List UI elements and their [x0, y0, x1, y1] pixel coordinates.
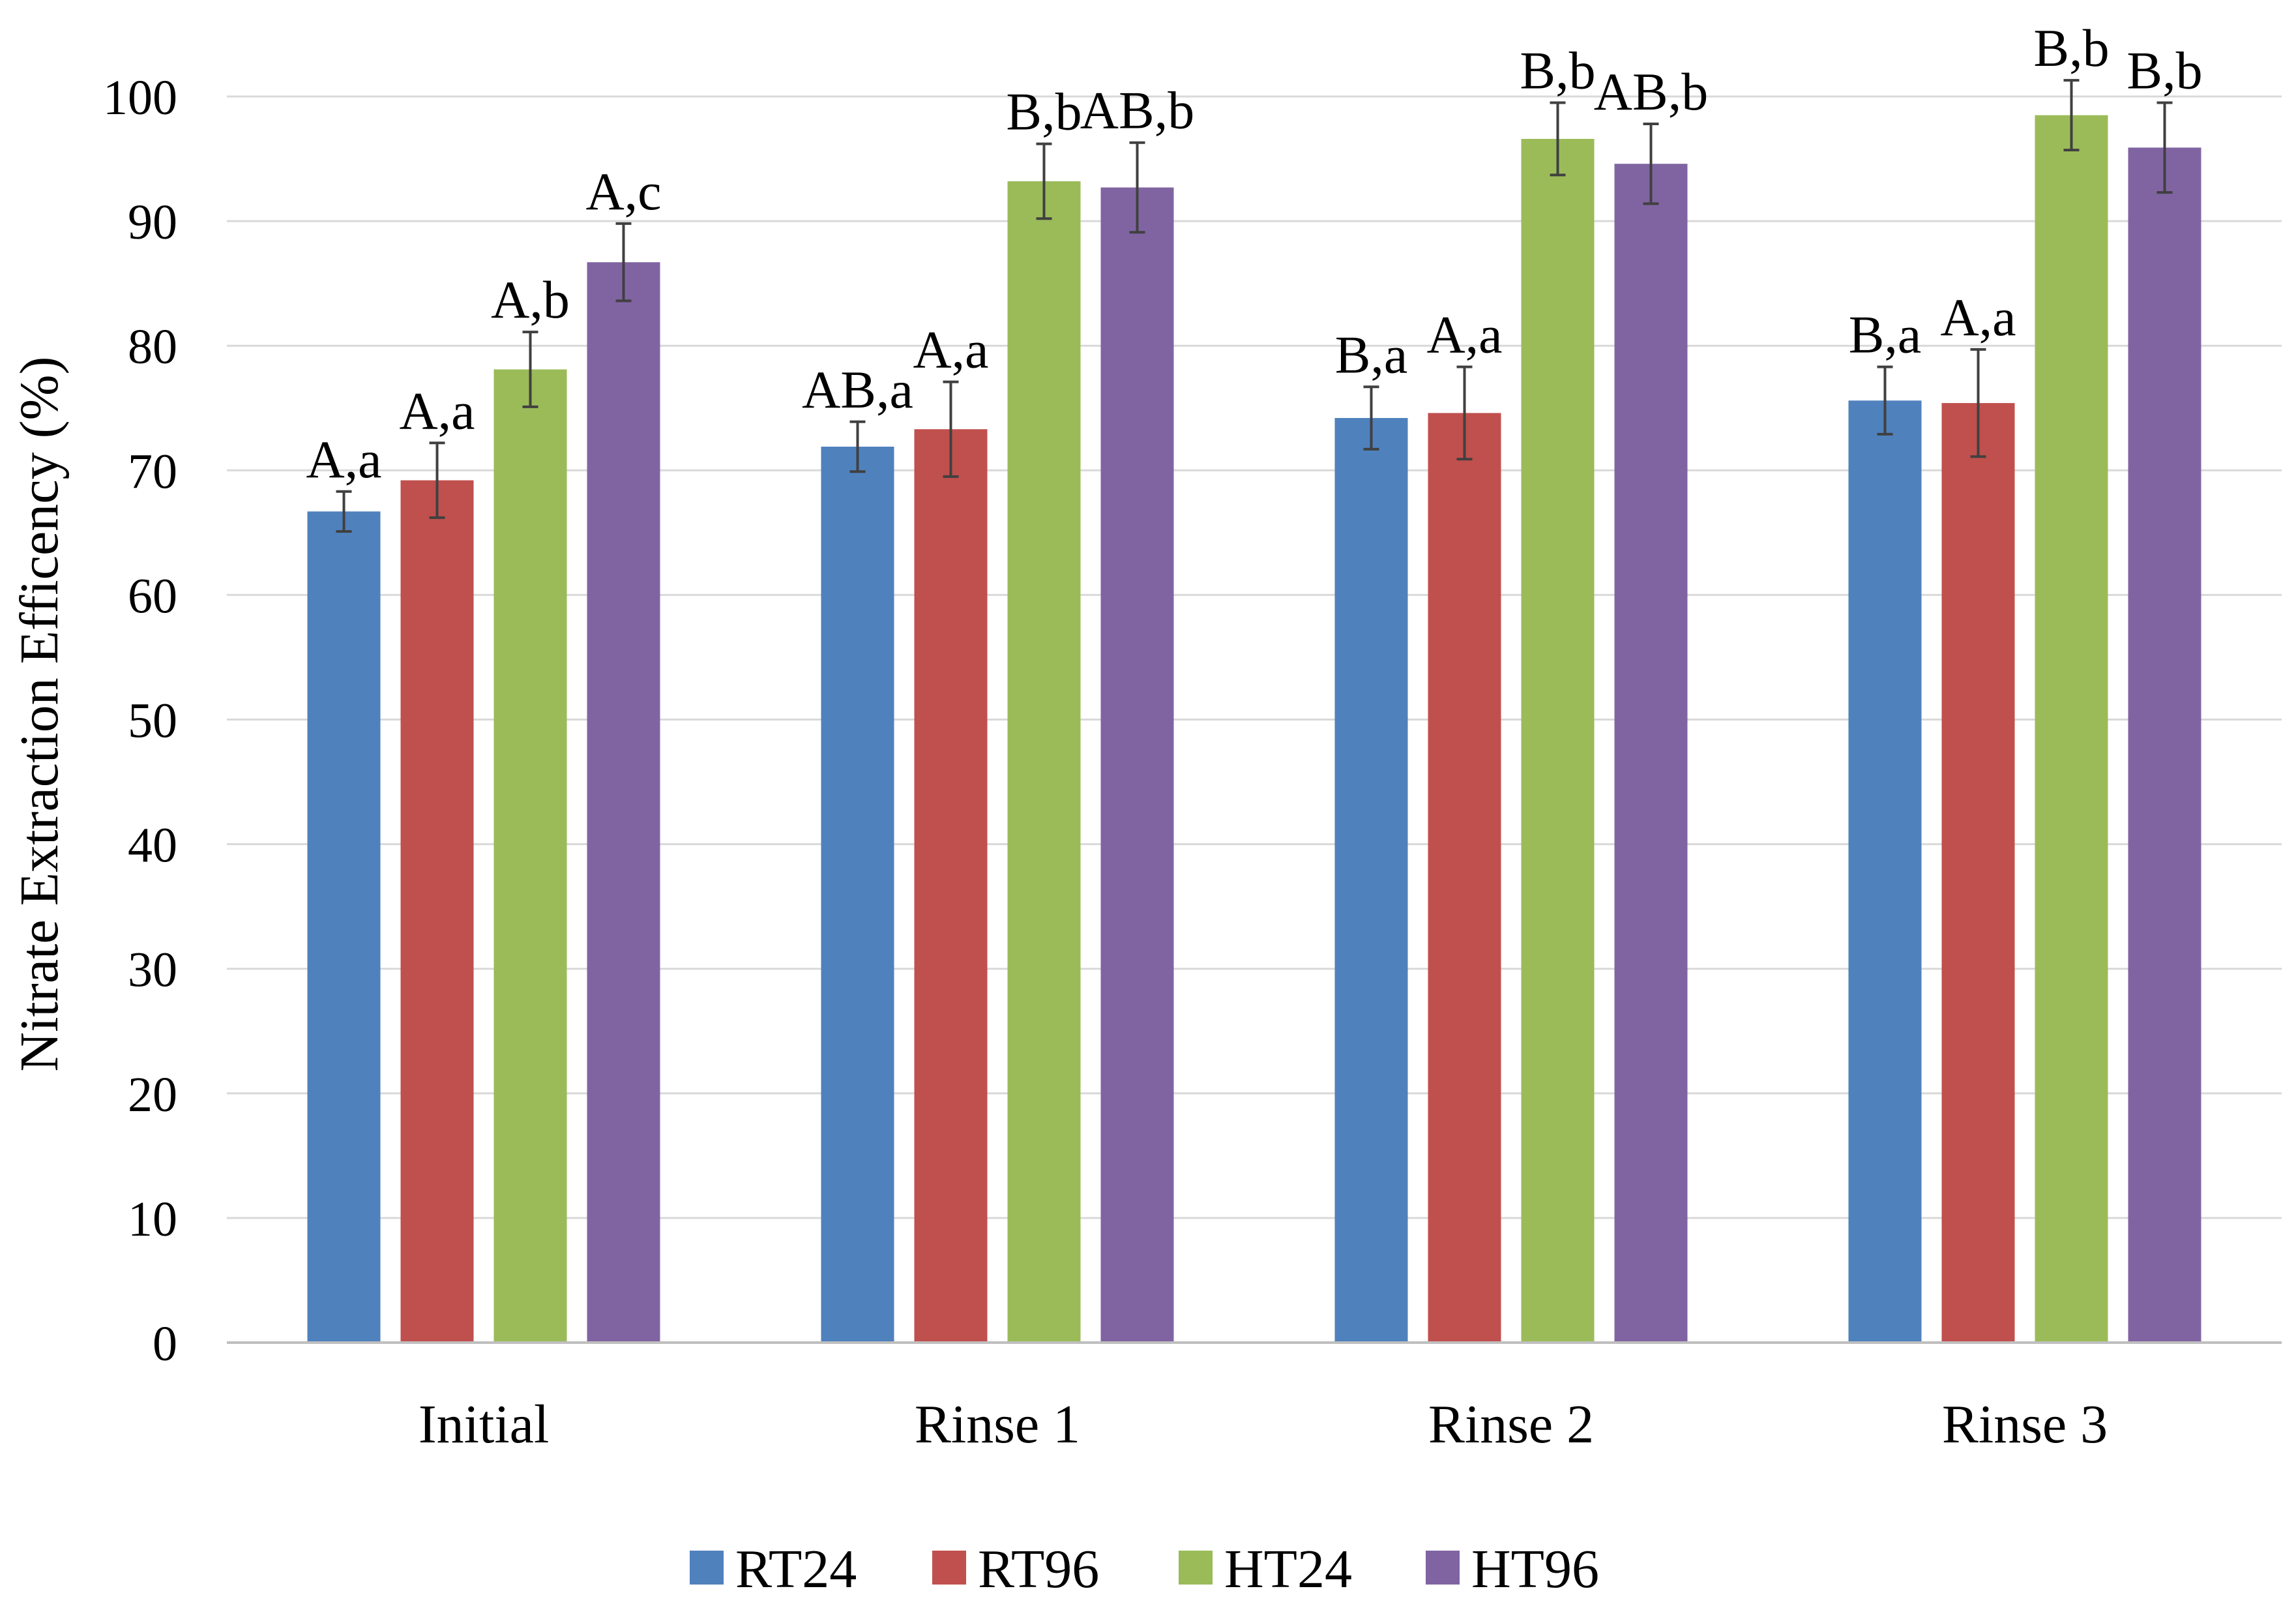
bar-rt24	[307, 511, 381, 1343]
y-tick-label: 90	[128, 195, 177, 250]
legend-swatch	[1426, 1551, 1460, 1585]
data-label: A,a	[1940, 288, 2016, 347]
error-bar	[522, 331, 538, 408]
error-bar	[2063, 79, 2080, 152]
legend-item-ht24: HT24	[1179, 1539, 1352, 1600]
gridlines	[227, 95, 2282, 1219]
bar-rt24	[821, 446, 894, 1343]
error-bar	[1456, 365, 1473, 461]
error-bar	[1036, 142, 1052, 220]
data-label: B,a	[1335, 325, 1408, 384]
bar-ht24	[493, 369, 567, 1343]
legend-item-rt24: RT24	[690, 1539, 857, 1600]
y-tick-label: 0	[153, 1317, 177, 1371]
legend-swatch	[932, 1551, 966, 1585]
legend-label: HT24	[1224, 1539, 1352, 1600]
x-tick-label: Initial	[419, 1394, 550, 1455]
data-label: A,b	[491, 270, 570, 329]
x-tick-label: Rinse 2	[1428, 1394, 1594, 1455]
error-bars	[336, 79, 2173, 533]
y-tick-label: 100	[103, 70, 177, 125]
y-axis-title: Nitrate Extraction Efficency (%)	[9, 357, 70, 1072]
bar-rt96	[1941, 403, 2015, 1343]
error-bar	[1643, 123, 1659, 205]
legend-item-rt96: RT96	[932, 1539, 1099, 1600]
bar-ht24	[1007, 181, 1081, 1343]
error-bar	[1970, 348, 1986, 458]
error-bar	[849, 420, 866, 473]
bars	[307, 115, 2201, 1343]
bar-ht24	[1521, 138, 1595, 1343]
error-bar	[1877, 365, 1893, 436]
error-bar	[336, 490, 352, 533]
error-bar	[1129, 141, 1145, 234]
bar-rt96	[1428, 413, 1501, 1343]
y-tick-label: 20	[128, 1067, 177, 1122]
data-label: B,a	[1849, 305, 1922, 365]
data-label: AB,a	[802, 360, 913, 419]
y-tick-label: 40	[128, 818, 177, 873]
data-label: A,c	[585, 162, 661, 221]
data-label: AB,b	[1080, 81, 1194, 140]
bar-ht96	[587, 262, 660, 1343]
x-tick-label: Rinse 1	[915, 1394, 1080, 1455]
bar-ht96	[1100, 187, 1174, 1343]
y-tick-label: 50	[128, 694, 177, 749]
data-label: B,b	[2033, 18, 2109, 78]
error-bar	[2156, 101, 2173, 194]
y-tick-label: 10	[128, 1192, 177, 1247]
data-label: A,a	[913, 320, 988, 380]
bar-rt96	[400, 480, 474, 1343]
error-bar	[1363, 385, 1379, 451]
data-label: A,a	[1426, 305, 1502, 365]
legend-swatch	[690, 1551, 724, 1585]
legend: RT24 RT96 HT24 HT96	[690, 1539, 1599, 1600]
bar-rt24	[1848, 400, 1922, 1343]
bar-ht96	[2128, 147, 2201, 1343]
data-label: B,b	[1006, 82, 1082, 141]
legend-item-ht96: HT96	[1426, 1539, 1599, 1600]
y-tick-label: 70	[128, 444, 177, 499]
legend-label: RT96	[978, 1539, 1099, 1600]
bar-rt96	[914, 429, 988, 1343]
data-label: B,b	[1520, 41, 1595, 100]
legend-label: HT96	[1471, 1539, 1599, 1600]
y-tick-label: 30	[128, 943, 177, 998]
bar-ht24	[2035, 115, 2108, 1343]
legend-swatch	[1179, 1551, 1213, 1585]
error-bar	[429, 441, 445, 519]
data-label: A,a	[306, 430, 381, 489]
data-label: AB,b	[1594, 62, 1708, 121]
error-bar	[943, 380, 959, 478]
error-bar	[1550, 101, 1566, 177]
bar-ht96	[1614, 164, 1688, 1343]
axes: 0 10 20 30 40 50 60 70 80 90 100 Initial Rinse 1 Rins…	[103, 70, 2282, 1455]
data-label: A,a	[399, 381, 475, 440]
y-tick-label: 60	[128, 569, 177, 623]
legend-label: RT24	[735, 1539, 857, 1600]
bar-rt24	[1334, 418, 1408, 1343]
x-tick-label: Rinse 3	[1942, 1394, 2108, 1455]
data-labels: A,aAB,aB,a B,aA,aA,a A,a A,aA,bB,bB,b B,bA,c…	[306, 18, 2202, 489]
error-bar	[615, 222, 632, 303]
y-tick-label: 80	[128, 320, 177, 374]
data-label: B,b	[2127, 41, 2202, 100]
